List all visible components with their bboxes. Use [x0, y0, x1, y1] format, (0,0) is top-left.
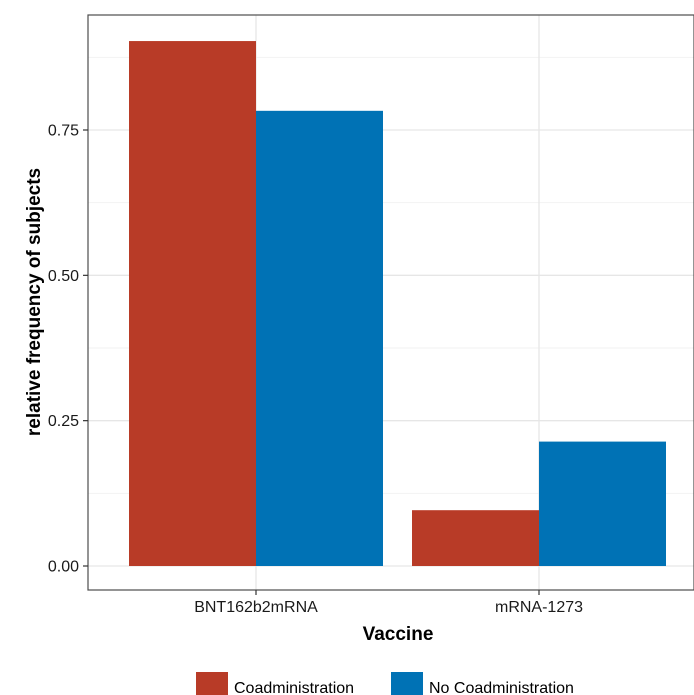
bar [539, 441, 666, 566]
legend: Coadministration No Coadministration [196, 672, 574, 695]
bar [256, 110, 383, 566]
y-tick-label: 0.75 [48, 123, 79, 140]
legend-label: No Coadministration [429, 680, 574, 695]
x-tick-label: mRNA-1273 [495, 599, 583, 616]
x-tick-label: BNT162b2mRNA [194, 599, 318, 616]
y-axis-title: relative frequency of subjects [24, 168, 45, 436]
bar [129, 41, 256, 566]
legend-label: Coadministration [234, 680, 354, 695]
legend-swatch [391, 672, 423, 695]
y-tick-label: 0.50 [48, 268, 79, 285]
x-axis-title: Vaccine [363, 624, 434, 645]
bar [412, 510, 539, 566]
plot-panel-border [87, 14, 694, 591]
y-tick-label: 0.25 [48, 413, 79, 430]
legend-swatch [196, 672, 228, 695]
y-tick-label: 0.00 [48, 559, 79, 576]
